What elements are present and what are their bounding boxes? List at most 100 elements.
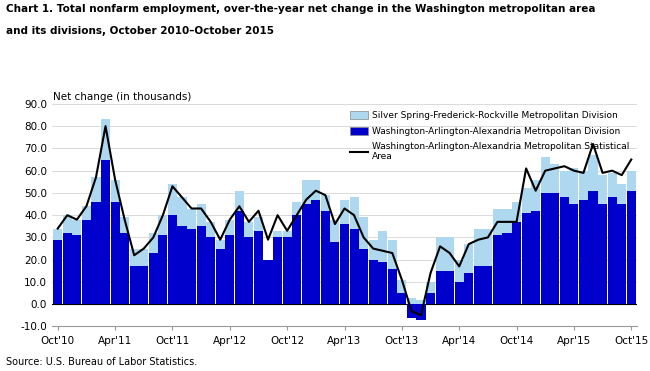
Bar — [359, 249, 368, 304]
Bar — [254, 217, 263, 231]
Bar — [551, 193, 560, 304]
Bar — [340, 224, 349, 304]
Bar — [454, 282, 463, 304]
Bar — [149, 253, 158, 304]
Bar — [388, 269, 397, 304]
Bar — [235, 191, 244, 211]
Bar — [111, 202, 120, 304]
Bar — [187, 209, 196, 229]
Bar — [168, 215, 177, 304]
Bar — [569, 168, 578, 204]
Bar — [531, 211, 540, 304]
Bar — [551, 164, 560, 193]
Bar — [560, 197, 569, 304]
Bar — [82, 220, 91, 304]
Bar — [273, 237, 282, 304]
Bar — [159, 235, 168, 304]
Bar — [92, 202, 101, 304]
Bar — [378, 231, 387, 262]
Bar — [502, 233, 512, 304]
Bar — [196, 226, 205, 304]
Bar — [330, 220, 339, 242]
Bar — [608, 197, 617, 304]
Bar — [397, 280, 406, 293]
Bar — [283, 237, 292, 304]
Bar — [149, 233, 158, 253]
Bar — [292, 202, 301, 215]
Bar — [244, 237, 254, 304]
Bar — [493, 209, 502, 235]
Bar — [111, 180, 120, 202]
Bar — [512, 222, 521, 304]
Bar — [72, 235, 81, 304]
Bar — [340, 200, 349, 224]
Bar — [464, 273, 473, 304]
Bar — [216, 240, 225, 249]
Bar — [302, 180, 311, 204]
Bar — [311, 180, 320, 200]
Bar — [302, 204, 311, 304]
Bar — [206, 222, 215, 237]
Bar — [464, 244, 473, 273]
Bar — [598, 175, 607, 204]
Bar — [426, 282, 435, 293]
Bar — [92, 177, 101, 202]
Bar — [273, 231, 282, 237]
Bar — [454, 260, 463, 282]
Bar — [598, 204, 607, 304]
Bar — [445, 271, 454, 304]
Bar — [521, 213, 530, 304]
Text: and its divisions, October 2010–October 2015: and its divisions, October 2010–October … — [6, 26, 274, 36]
Bar — [521, 188, 530, 213]
Bar — [474, 266, 483, 304]
Bar — [579, 171, 588, 200]
Bar — [129, 266, 138, 304]
Bar — [426, 293, 435, 304]
Bar — [101, 119, 110, 160]
Bar — [397, 293, 406, 304]
Bar — [321, 195, 330, 211]
Bar — [436, 271, 445, 304]
Bar — [579, 200, 588, 304]
Bar — [63, 215, 72, 233]
Bar — [120, 233, 129, 304]
Bar — [168, 184, 177, 215]
Bar — [53, 240, 62, 304]
Bar — [531, 180, 540, 211]
Bar — [226, 235, 235, 304]
Bar — [292, 215, 301, 304]
Bar — [407, 298, 416, 304]
Bar — [321, 211, 330, 304]
Bar — [484, 266, 493, 304]
Bar — [378, 262, 387, 304]
Bar — [129, 249, 138, 266]
Legend: Silver Spring-Frederick-Rockville Metropolitan Division, Washington-Arlington-Al: Silver Spring-Frederick-Rockville Metrop… — [347, 108, 632, 164]
Bar — [139, 266, 148, 304]
Bar — [263, 260, 272, 304]
Bar — [588, 155, 597, 191]
Bar — [560, 171, 569, 197]
Bar — [330, 242, 339, 304]
Bar — [226, 220, 235, 235]
Bar — [82, 206, 91, 220]
Bar — [350, 229, 359, 304]
Bar — [627, 191, 636, 304]
Bar — [177, 197, 187, 226]
Bar — [608, 173, 617, 197]
Bar — [72, 220, 81, 235]
Bar — [417, 300, 426, 304]
Bar — [484, 229, 493, 266]
Bar — [235, 211, 244, 304]
Bar — [445, 237, 454, 271]
Bar — [254, 231, 263, 304]
Bar — [417, 304, 426, 320]
Bar — [120, 217, 129, 233]
Bar — [101, 160, 110, 304]
Bar — [569, 204, 578, 304]
Bar — [627, 171, 636, 191]
Bar — [359, 217, 368, 249]
Bar — [216, 249, 225, 304]
Bar — [407, 304, 416, 318]
Bar — [139, 249, 148, 266]
Bar — [196, 204, 205, 226]
